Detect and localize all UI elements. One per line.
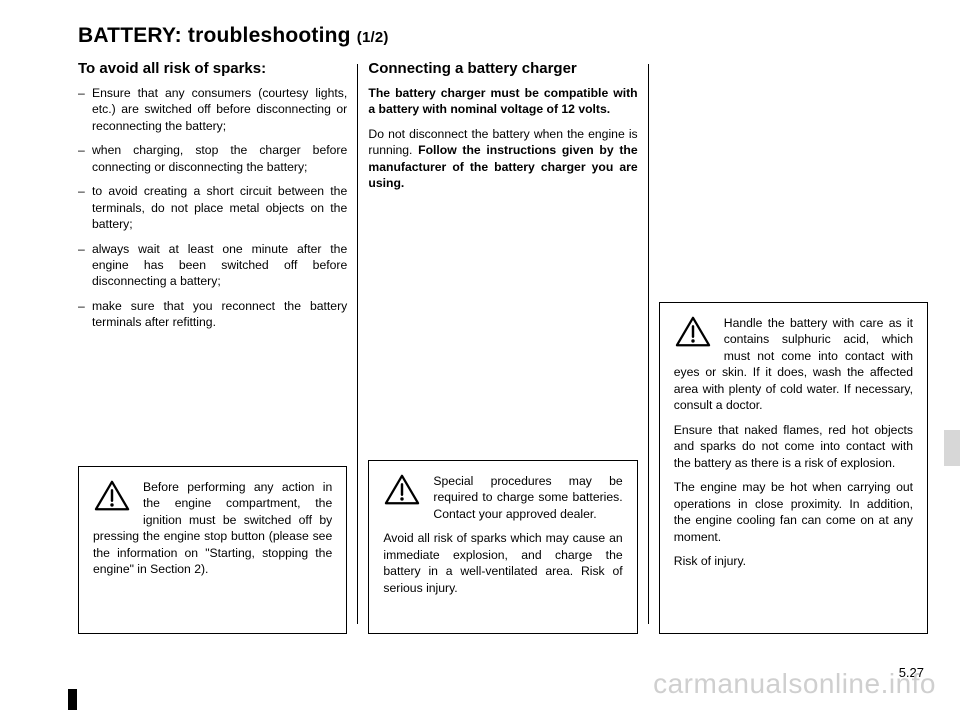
warning-icon	[383, 473, 427, 511]
content-columns: To avoid all risk of sparks: –Ensure tha…	[78, 60, 928, 640]
warning-box-engine: Before performing any action in the engi…	[78, 466, 347, 634]
col2-para: Do not disconnect the battery when the e…	[368, 126, 637, 192]
list-item: –to avoid creating a short circuit be­tw…	[78, 183, 347, 232]
warning-icon	[93, 479, 137, 517]
reg-mark	[68, 689, 77, 710]
warning-text: Ensure that naked flames, red hot object…	[674, 422, 913, 471]
column-3: Handle the battery with care as it conta…	[659, 60, 928, 640]
warning-text: The engine may be hot when car­rying out…	[674, 479, 913, 545]
print-registration-marks	[68, 689, 77, 710]
column-1: To avoid all risk of sparks: –Ensure tha…	[78, 60, 347, 640]
warning-text: Risk of injury.	[674, 553, 913, 569]
list-item: –when charging, stop the charger before …	[78, 142, 347, 175]
manual-page: BATTERY: troubleshooting (1/2) To avoid …	[0, 0, 960, 710]
list-item: –always wait at least one minute after t…	[78, 241, 347, 290]
col2-heading: Connecting a battery charger	[368, 60, 637, 79]
col2-para-bold: The battery charger must be com­patible …	[368, 85, 637, 118]
list-item: –Ensure that any consumers (cour­tesy li…	[78, 85, 347, 134]
column-divider	[648, 64, 649, 624]
title-main: BATTERY: troubleshooting	[78, 24, 357, 47]
col1-heading: To avoid all risk of sparks:	[78, 60, 347, 79]
column-2: Connecting a battery charger The battery…	[368, 60, 637, 640]
list-item: –make sure that you reconnect the batter…	[78, 298, 347, 331]
title-sub: (1/2)	[357, 29, 389, 46]
column-divider	[357, 64, 358, 624]
section-tab	[944, 430, 960, 466]
page-title: BATTERY: troubleshooting (1/2)	[78, 24, 389, 48]
warning-box-charger: Special procedures may be required to ch…	[368, 460, 637, 634]
warning-icon	[674, 315, 718, 353]
watermark: carmanualsonline.info	[653, 668, 936, 700]
warning-text: Avoid all risk of sparks which may cause…	[383, 530, 622, 596]
warning-box-safety: Handle the battery with care as it conta…	[659, 302, 928, 634]
